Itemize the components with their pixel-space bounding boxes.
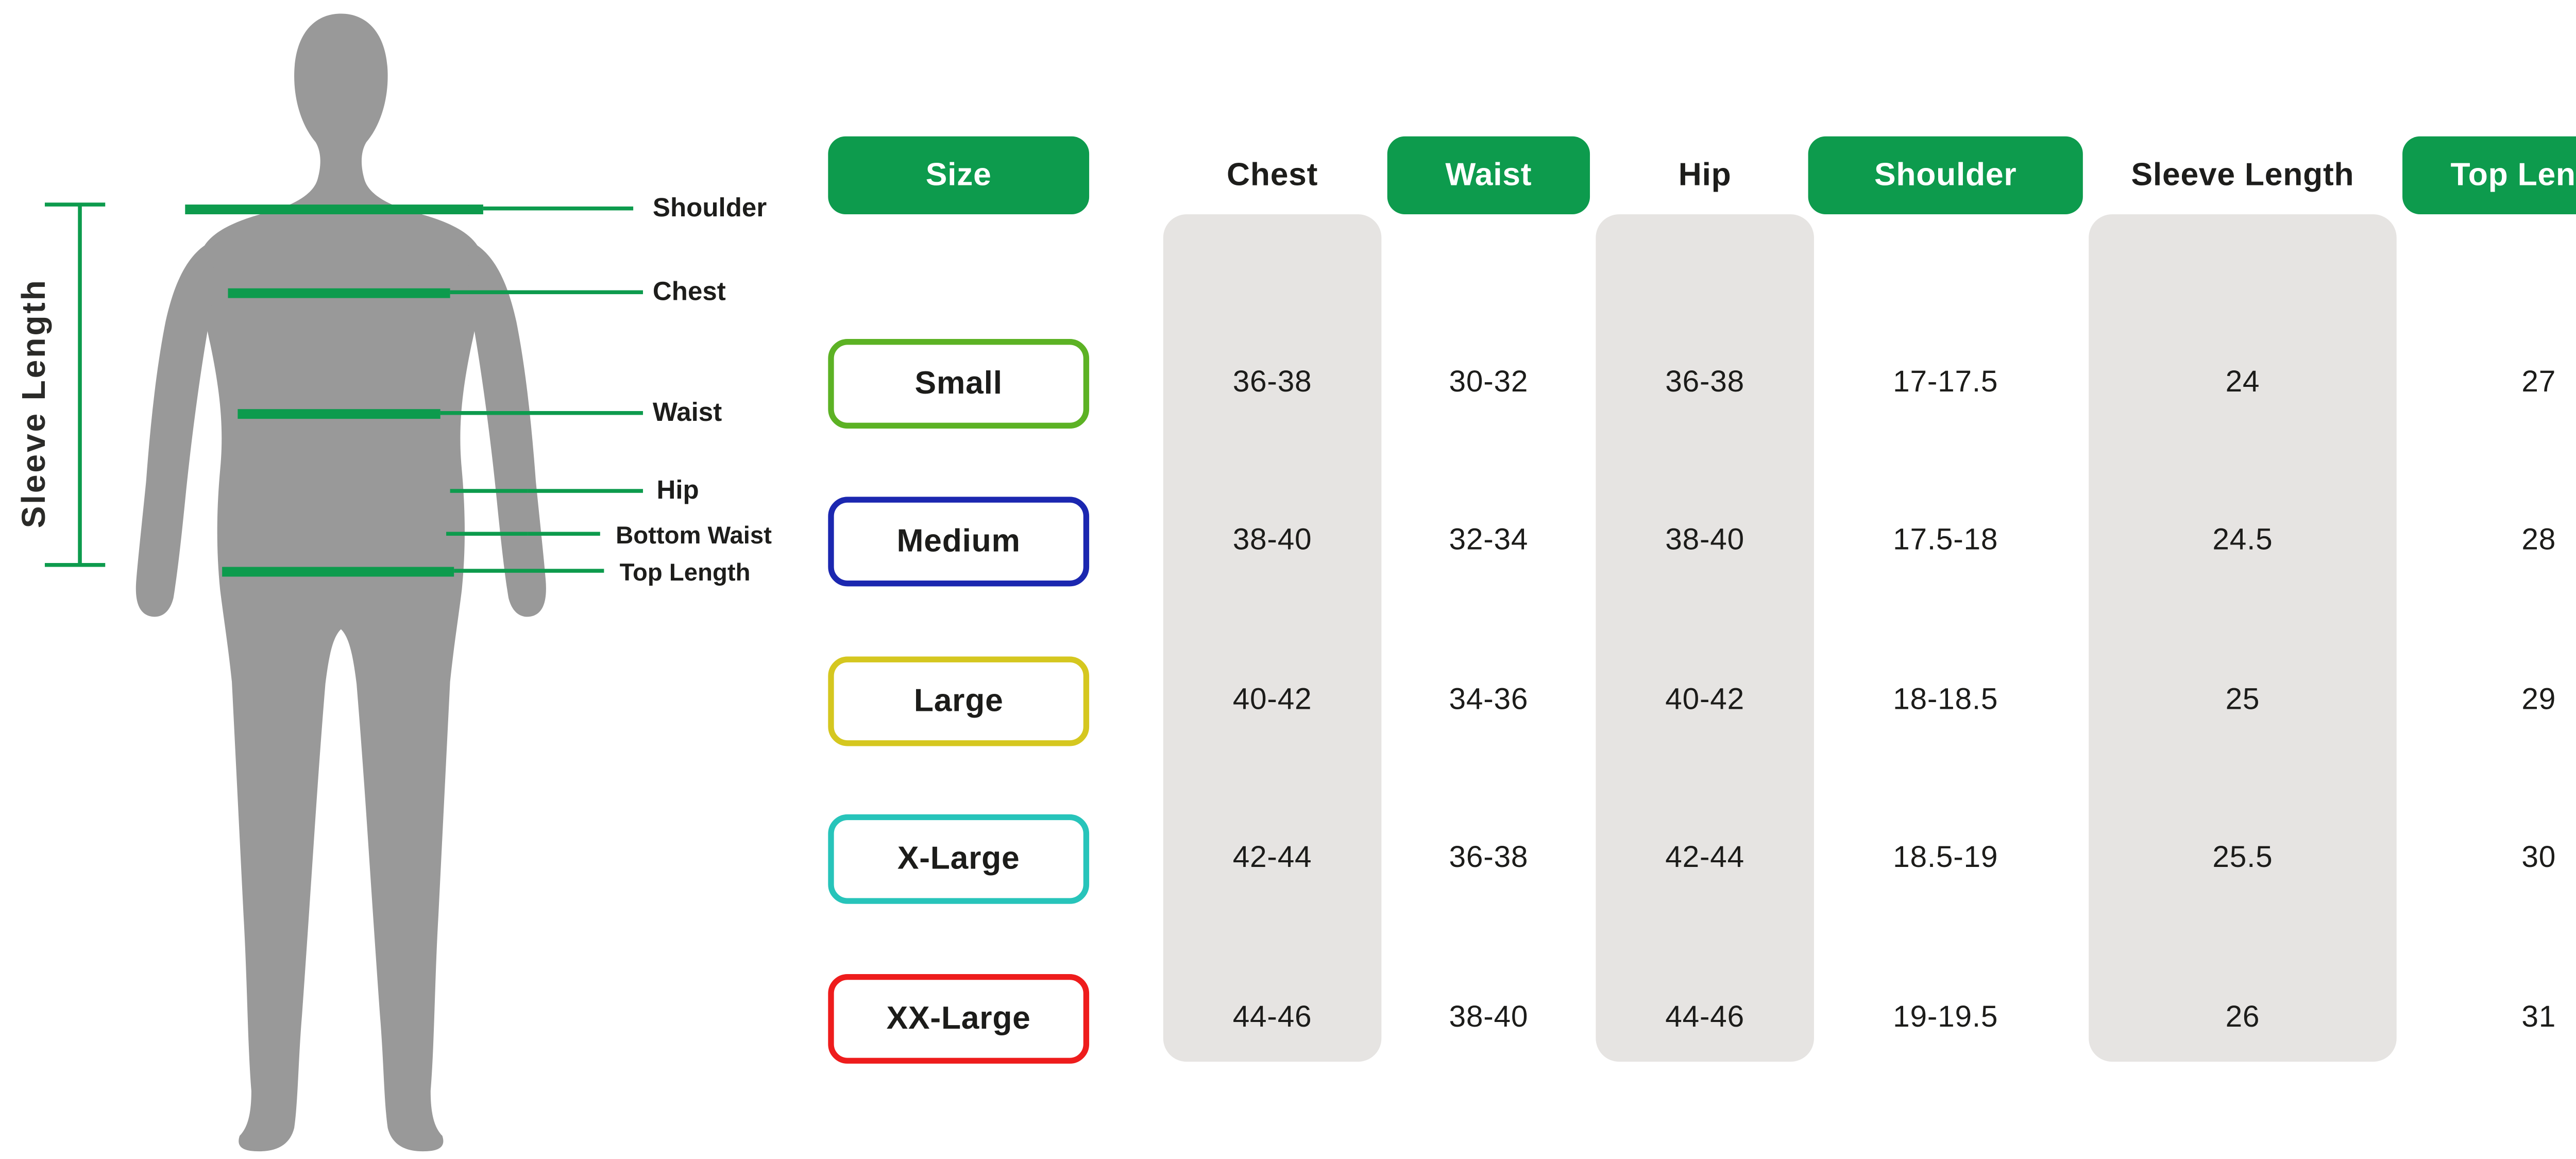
column-hip: Hip 36-38 38-40 40-42 42-44 44-46 (1596, 129, 1814, 1103)
chest-value: 40-42 (1232, 684, 1312, 717)
size-chip-medium[interactable]: Medium (828, 497, 1090, 587)
bottom-waist-measure-line (446, 531, 528, 537)
top-length-value: 28 (2521, 524, 2556, 557)
shoulder-column-header: Shoulder (1808, 136, 2083, 215)
waist-value: 36-38 (1449, 841, 1529, 875)
column-size: Size Small Medium Large X-Large XX-Large (828, 129, 1090, 1103)
size-table: Size Small Medium Large X-Large XX-Large… (828, 129, 2576, 1103)
size-chip-small[interactable]: Small (828, 339, 1090, 429)
shoulder-value: 19-19.5 (1893, 1001, 1998, 1035)
figure-label-top-length: Top Length (619, 559, 751, 587)
top-length-pointer-line (454, 569, 604, 573)
hip-column-header: Hip (1596, 136, 1814, 215)
waist-pointer-line (440, 411, 643, 415)
figure-label-shoulder: Shoulder (652, 193, 767, 223)
hip-value: 44-46 (1665, 1001, 1745, 1035)
figure-label-waist: Waist (652, 397, 722, 427)
column-top-length: Top Length 27 28 29 30 31 (2402, 129, 2576, 1103)
hip-pointer-line (528, 489, 643, 492)
hip-value: 36-38 (1665, 366, 1745, 400)
waist-value: 30-32 (1449, 366, 1529, 400)
top-length-value: 27 (2521, 366, 2556, 400)
chest-value: 42-44 (1232, 841, 1312, 875)
size-column-header: Size (828, 136, 1090, 215)
top-length-measure-line (222, 566, 454, 576)
figure-label-hip: Hip (656, 475, 699, 505)
chest-value: 38-40 (1232, 524, 1312, 557)
shoulder-pointer-line (483, 207, 634, 210)
waist-column-header: Waist (1387, 136, 1590, 215)
column-waist: Waist 30-32 32-34 34-36 36-38 38-40 (1387, 129, 1590, 1103)
sleeve-length-bracket-bottom-tick (44, 563, 106, 567)
top-length-column-header: Top Length (2402, 136, 2576, 215)
sleeve-length-vertical-label: Sleeve Length (15, 278, 53, 529)
waist-value: 32-34 (1449, 524, 1529, 557)
sleeve-length-value: 24 (2225, 366, 2260, 400)
shoulder-value: 17.5-18 (1893, 524, 1998, 557)
column-shoulder: Shoulder 17-17.5 17.5-18 18-18.5 18.5-19… (1808, 129, 2083, 1103)
top-length-value: 29 (2521, 684, 2556, 717)
sleeve-length-column-strip (2089, 214, 2397, 1062)
chest-column-header: Chest (1163, 136, 1382, 215)
chest-value: 36-38 (1232, 366, 1312, 400)
sleeve-length-value: 24.5 (2212, 524, 2273, 557)
chest-measure-line (228, 287, 450, 297)
bottom-waist-pointer-line (528, 532, 600, 536)
hip-value: 38-40 (1665, 524, 1745, 557)
hip-measure-line (450, 488, 528, 493)
sleeve-length-value: 25.5 (2212, 841, 2273, 875)
shoulder-value: 18-18.5 (1893, 684, 1998, 717)
hip-column-strip (1596, 214, 1814, 1062)
shoulder-measure-line (185, 203, 483, 214)
size-chip-xx-large[interactable]: XX-Large (828, 974, 1090, 1064)
figure-label-chest: Chest (652, 277, 726, 306)
size-chip-large[interactable]: Large (828, 656, 1090, 746)
waist-value: 38-40 (1449, 1001, 1529, 1035)
body-silhouette-image (135, 13, 546, 1152)
hip-value: 42-44 (1665, 841, 1745, 875)
waist-measure-line (238, 408, 440, 418)
sleeve-length-bracket-line (78, 204, 81, 565)
sleeve-length-value: 26 (2225, 1001, 2260, 1035)
shoulder-value: 18.5-19 (1893, 841, 1998, 875)
column-sleeve-length: Sleeve Length 24 24.5 25 25.5 26 (2089, 129, 2397, 1103)
top-length-value: 31 (2521, 1001, 2556, 1035)
chest-value: 44-46 (1232, 1001, 1312, 1035)
hip-value: 40-42 (1665, 684, 1745, 717)
chest-pointer-line (450, 291, 643, 294)
figure-label-bottom-waist: Bottom Waist (616, 522, 772, 550)
chest-column-strip (1163, 214, 1382, 1062)
sleeve-length-value: 25 (2225, 684, 2260, 717)
sleeve-length-column-header: Sleeve Length (2089, 136, 2397, 215)
column-chest: Chest 36-38 38-40 40-42 42-44 44-46 (1163, 129, 1382, 1103)
size-chip-x-large[interactable]: X-Large (828, 814, 1090, 904)
shoulder-value: 17-17.5 (1893, 366, 1998, 400)
top-length-value: 30 (2521, 841, 2556, 875)
waist-value: 34-36 (1449, 684, 1529, 717)
sleeve-length-bracket-top-tick (44, 203, 106, 207)
